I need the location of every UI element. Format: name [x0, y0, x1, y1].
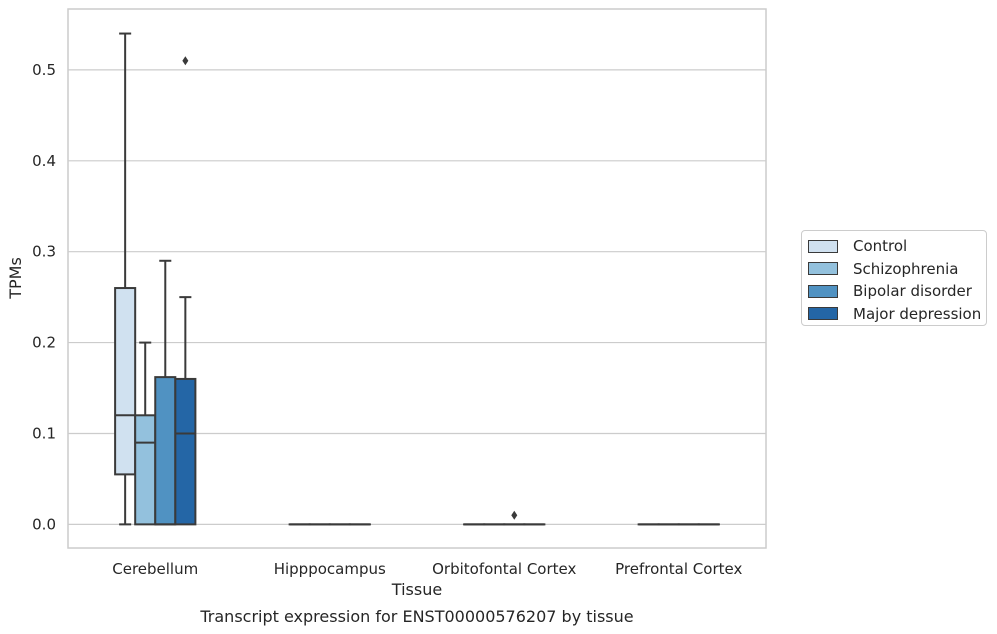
y-tick-label: 0.3 [32, 243, 56, 261]
legend-swatch [808, 307, 838, 321]
y-axis-label: TPMs [6, 257, 25, 300]
y-tick-label: 0.1 [32, 424, 56, 442]
x-tick-label: Hipppocampus [274, 560, 386, 578]
legend-item: Bipolar disorder [808, 280, 986, 303]
legend-label: Bipolar disorder [853, 282, 972, 301]
legend-item: Schizophrenia [808, 258, 986, 281]
legend-item: Control [808, 235, 986, 258]
x-tick-label: Prefrontal Cortex [615, 560, 742, 578]
outlier-point [182, 56, 189, 66]
box-schizophrenia [134, 414, 157, 526]
legend-label: Major depression [853, 304, 982, 323]
y-tick-label: 0.2 [32, 334, 56, 352]
legend-swatch [808, 284, 838, 298]
x-axis-label: Tissue [391, 580, 442, 599]
legend-swatch [808, 262, 838, 276]
outlier-point [511, 510, 518, 520]
legend-item: Major depression [808, 303, 986, 326]
x-tick-label: Cerebellum [112, 560, 198, 578]
y-tick-label: 0.4 [32, 152, 56, 170]
legend-swatch [808, 239, 838, 253]
y-tick-label: 0.5 [32, 61, 56, 79]
legend-label: Control [853, 237, 908, 256]
box-control [114, 287, 137, 476]
chart-caption: Transcript expression for ENST0000057620… [199, 607, 633, 626]
x-tick-label: Orbitofontal Cortex [432, 560, 576, 578]
box-bipolar-disorder [154, 376, 177, 526]
y-tick-label: 0.0 [32, 515, 56, 533]
legend-label: Schizophrenia [853, 259, 959, 278]
legend: Control Schizophrenia Bipolar disorder Majo… [801, 230, 987, 326]
box-major-depression [174, 377, 197, 526]
